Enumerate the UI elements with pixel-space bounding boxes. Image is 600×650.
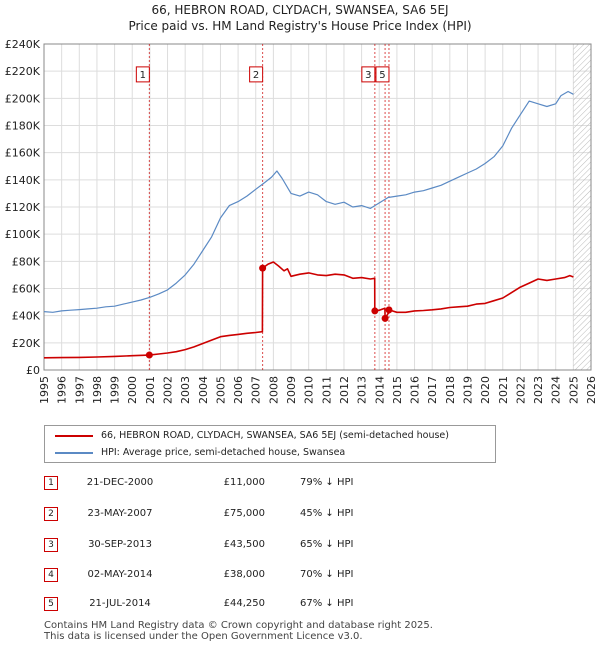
x-tick-label: 2010 — [303, 376, 316, 404]
y-tick-label: £60K — [12, 283, 41, 296]
transaction-price: £75,000 — [223, 508, 265, 519]
transaction-number: 3 — [44, 538, 58, 552]
footer-line-1: Contains HM Land Registry data © Crown c… — [44, 620, 433, 631]
y-tick-label: £120K — [5, 201, 41, 214]
plot-frame — [43, 43, 592, 371]
sale-point-5 — [385, 306, 393, 314]
chart-legend: 66, HEBRON ROAD, CLYDACH, SWANSEA, SA6 5… — [44, 425, 496, 463]
legend-swatch-price — [55, 435, 93, 437]
x-tick-label: 2013 — [356, 376, 369, 404]
y-tick-label: £100K — [5, 228, 41, 241]
y-tick-label: £160K — [5, 147, 41, 160]
sale-point-3 — [371, 307, 379, 315]
x-tick-label: 2000 — [126, 376, 139, 404]
transaction-number: 5 — [44, 597, 58, 611]
transaction-hpi-diff: 67% ↓ HPI — [300, 598, 354, 609]
y-tick-label: £220K — [5, 65, 41, 78]
price-paid-line — [43, 261, 574, 359]
y-tick-label: £40K — [12, 310, 41, 323]
hpi-line — [43, 90, 574, 313]
x-tick-label: 2003 — [179, 376, 192, 404]
transaction-price: £43,500 — [223, 539, 265, 550]
transaction-date: 21-JUL-2014 — [89, 598, 151, 609]
x-tick-label: 2007 — [250, 376, 263, 404]
x-tick-label: 2018 — [444, 376, 457, 404]
transaction-hpi-diff: 45% ↓ HPI — [300, 508, 354, 519]
x-tick-label: 2009 — [285, 376, 298, 404]
marker-box-2 — [249, 66, 264, 83]
legend-label-hpi: HPI: Average price, semi-detached house,… — [101, 447, 346, 458]
x-tick-label: 1997 — [73, 376, 86, 404]
x-tick-label: 2006 — [232, 376, 245, 404]
y-tick-label: £140K — [5, 174, 41, 187]
y-tick-label: £240K — [5, 38, 41, 51]
table-row: 4 02-MAY-2014 £38,000 70% ↓ HPI — [0, 568, 600, 586]
sale-point-4 — [381, 314, 389, 322]
x-tick-label: 2025 — [567, 376, 580, 404]
transaction-date: 02-MAY-2014 — [87, 569, 153, 580]
x-tick-label: 2008 — [267, 376, 280, 404]
x-tick-label: 2001 — [144, 376, 157, 404]
sale-point-1 — [145, 351, 153, 359]
sale-point-2 — [259, 264, 267, 272]
table-row: 2 23-MAY-2007 £75,000 45% ↓ HPI — [0, 507, 600, 525]
marker-box-3 — [361, 66, 376, 83]
y-tick-label: £0 — [26, 364, 40, 377]
y-tick-label: £80K — [12, 255, 41, 268]
transaction-price: £11,000 — [223, 477, 265, 488]
chart-title: 66, HEBRON ROAD, CLYDACH, SWANSEA, SA6 5… — [151, 3, 449, 17]
x-tick-label: 2005 — [214, 376, 227, 404]
transaction-hpi-diff: 70% ↓ HPI — [300, 569, 354, 580]
transaction-number: 2 — [44, 507, 58, 521]
legend-swatch-hpi — [55, 452, 93, 454]
marker-label-1: 1 — [140, 70, 146, 81]
transaction-number: 1 — [44, 476, 58, 490]
x-tick-label: 2015 — [391, 376, 404, 404]
transaction-number: 4 — [44, 568, 58, 582]
transaction-hpi-diff: 79% ↓ HPI — [300, 477, 354, 488]
transaction-date: 30-SEP-2013 — [88, 539, 152, 550]
x-tick-label: 2002 — [162, 376, 175, 404]
marker-label-3: 3 — [365, 70, 371, 81]
transaction-price: £44,250 — [223, 598, 265, 609]
x-tick-label: 2024 — [550, 376, 563, 404]
x-tick-label: 2016 — [409, 376, 422, 404]
table-row: 5 21-JUL-2014 £44,250 67% ↓ HPI — [0, 597, 600, 615]
legend-label-price: 66, HEBRON ROAD, CLYDACH, SWANSEA, SA6 5… — [101, 430, 449, 441]
x-tick-label: 2026 — [585, 376, 598, 404]
y-tick-label: £200K — [5, 92, 41, 105]
marker-box-5 — [375, 66, 390, 83]
x-tick-label: 2011 — [320, 376, 333, 404]
x-tick-label: 2020 — [479, 376, 492, 404]
x-tick-label: 2017 — [426, 376, 439, 404]
table-row: 3 30-SEP-2013 £43,500 65% ↓ HPI — [0, 538, 600, 556]
x-tick-label: 2004 — [197, 376, 210, 404]
transaction-date: 23-MAY-2007 — [87, 508, 153, 519]
x-tick-label: 1996 — [56, 376, 69, 404]
x-tick-label: 2014 — [373, 376, 386, 404]
y-tick-label: £180K — [5, 120, 41, 133]
x-tick-label: 2021 — [497, 376, 510, 404]
y-tick-label: £20K — [12, 337, 41, 350]
x-tick-label: 2019 — [461, 376, 474, 404]
table-row: 1 21-DEC-2000 £11,000 79% ↓ HPI — [0, 476, 600, 494]
footer-line-2: This data is licensed under the Open Gov… — [44, 631, 363, 642]
transaction-price: £38,000 — [223, 569, 265, 580]
marker-label-5: 5 — [379, 70, 385, 81]
marker-label-2: 2 — [253, 70, 259, 81]
x-tick-label: 1999 — [109, 376, 122, 404]
transaction-date: 21-DEC-2000 — [86, 477, 154, 488]
x-tick-label: 2023 — [532, 376, 545, 404]
x-tick-label: 2012 — [338, 376, 351, 404]
marker-box-1 — [135, 66, 150, 83]
transaction-hpi-diff: 65% ↓ HPI — [300, 539, 354, 550]
chart-subtitle: Price paid vs. HM Land Registry's House … — [128, 19, 472, 33]
x-tick-label: 2022 — [514, 376, 527, 404]
footer-copyright: Contains HM Land Registry data © Crown c… — [44, 620, 433, 642]
x-tick-label: 1995 — [38, 376, 51, 404]
x-tick-label: 1998 — [91, 376, 104, 404]
forecast-region — [573, 44, 591, 370]
price-chart: £0 £20K £40K £60K £80K £100K £120K £140K £160K £1… — [5, 38, 598, 404]
